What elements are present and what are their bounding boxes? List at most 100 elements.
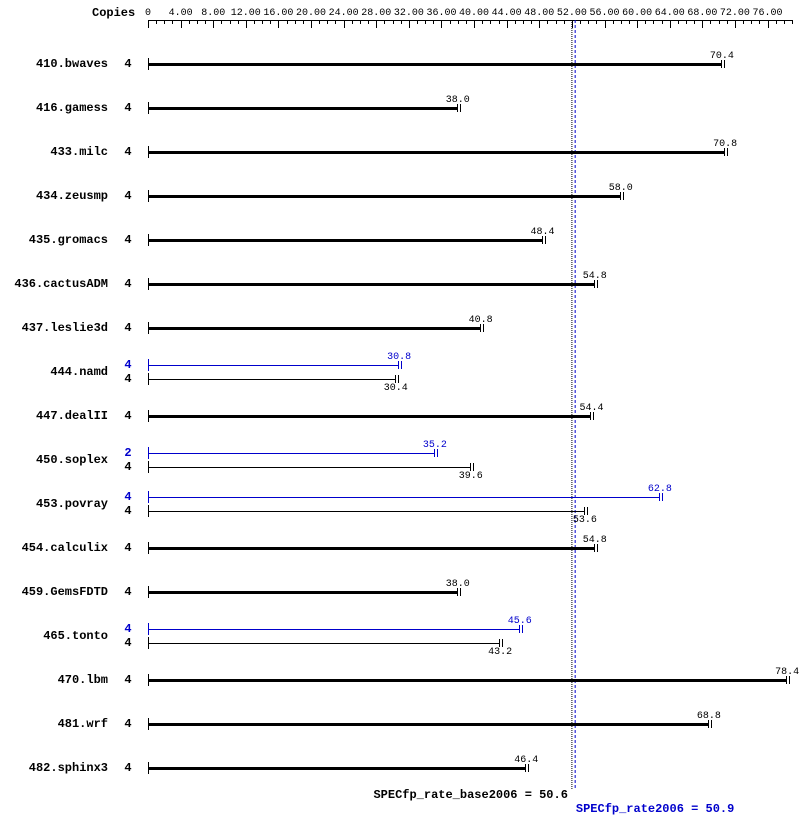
x-tick-major bbox=[474, 20, 475, 28]
x-tick-minor bbox=[287, 20, 288, 24]
bar-line bbox=[148, 497, 660, 498]
x-tick-minor bbox=[621, 20, 622, 24]
bar-value-label: 70.4 bbox=[710, 51, 734, 62]
x-tick-minor bbox=[499, 20, 500, 24]
x-tick-major bbox=[181, 20, 182, 28]
x-tick-minor bbox=[335, 20, 336, 24]
benchmark-label: 450.soplex bbox=[36, 453, 108, 467]
x-tick-major bbox=[409, 20, 410, 28]
x-tick-minor bbox=[784, 20, 785, 24]
copies-label: 4 bbox=[124, 622, 131, 636]
bar-end-tick bbox=[584, 507, 585, 515]
x-tick-minor bbox=[425, 20, 426, 24]
x-tick-minor bbox=[515, 20, 516, 24]
x-tick-label: 20.00 bbox=[296, 8, 326, 19]
bar-value-label: 62.8 bbox=[648, 484, 672, 495]
x-tick-minor bbox=[172, 20, 173, 24]
bar-line bbox=[148, 767, 526, 770]
bar-value-label: 70.8 bbox=[713, 139, 737, 150]
copies-label: 4 bbox=[124, 585, 131, 599]
bar-end-tick bbox=[499, 639, 500, 647]
x-tick-label: 64.00 bbox=[655, 8, 685, 19]
copies-label: 4 bbox=[124, 490, 131, 504]
copies-label: 4 bbox=[124, 636, 131, 650]
x-tick-minor bbox=[694, 20, 695, 24]
x-tick-minor bbox=[710, 20, 711, 24]
bar-value-label: 58.0 bbox=[609, 183, 633, 194]
x-tick-label: 68.00 bbox=[687, 8, 717, 19]
x-tick-minor bbox=[588, 20, 589, 24]
copies-label: 4 bbox=[124, 101, 131, 115]
x-tick-minor bbox=[531, 20, 532, 24]
x-tick-minor bbox=[662, 20, 663, 24]
bar-line bbox=[148, 63, 722, 66]
bar-line bbox=[148, 547, 595, 550]
copies-label: 4 bbox=[124, 673, 131, 687]
benchmark-label: 444.namd bbox=[50, 365, 108, 379]
x-tick-minor bbox=[653, 20, 654, 24]
x-tick-major bbox=[246, 20, 247, 28]
copies-label: 4 bbox=[124, 761, 131, 775]
x-tick-minor bbox=[523, 20, 524, 24]
x-tick-minor bbox=[556, 20, 557, 24]
x-tick-label: 28.00 bbox=[361, 8, 391, 19]
bar-line bbox=[148, 723, 709, 726]
x-tick-minor bbox=[384, 20, 385, 24]
bar-value-label: 43.2 bbox=[488, 647, 512, 658]
bar-value-label: 54.8 bbox=[583, 271, 607, 282]
bar-line bbox=[148, 195, 621, 198]
x-tick-minor bbox=[417, 20, 418, 24]
x-tick-minor bbox=[547, 20, 548, 24]
x-tick-major bbox=[735, 20, 736, 28]
x-tick-minor bbox=[368, 20, 369, 24]
x-tick-major bbox=[148, 20, 149, 28]
x-tick-label: 52.00 bbox=[557, 8, 587, 19]
bar-value-label: 45.6 bbox=[508, 616, 532, 627]
copies-label: 4 bbox=[124, 277, 131, 291]
bar-value-label: 53.6 bbox=[573, 515, 597, 526]
x-tick-major bbox=[768, 20, 769, 28]
bar-end-tick bbox=[473, 463, 474, 471]
copies-label: 4 bbox=[124, 409, 131, 423]
bar-value-label: 30.8 bbox=[387, 352, 411, 363]
bar-line bbox=[148, 467, 471, 468]
summary-label: SPECfp_rate2006 = 50.9 bbox=[576, 802, 734, 816]
x-tick-major bbox=[539, 20, 540, 28]
x-tick-minor bbox=[205, 20, 206, 24]
x-tick-major bbox=[278, 20, 279, 28]
x-tick-label: 32.00 bbox=[394, 8, 424, 19]
x-tick-minor bbox=[197, 20, 198, 24]
copies-label: 4 bbox=[124, 233, 131, 247]
x-tick-minor bbox=[189, 20, 190, 24]
x-tick-label: 0 bbox=[145, 8, 151, 19]
x-tick-minor bbox=[564, 20, 565, 24]
x-tick-label: 56.00 bbox=[589, 8, 619, 19]
benchmark-label: 470.lbm bbox=[58, 673, 108, 687]
copies-label: 4 bbox=[124, 717, 131, 731]
benchmark-label: 437.leslie3d bbox=[22, 321, 108, 335]
x-tick-minor bbox=[230, 20, 231, 24]
bar-line bbox=[148, 629, 520, 630]
benchmark-label: 433.milc bbox=[50, 145, 108, 159]
bar-value-label: 30.4 bbox=[384, 383, 408, 394]
copies-label: 4 bbox=[124, 504, 131, 518]
copies-label: 4 bbox=[124, 372, 131, 386]
x-tick-major bbox=[213, 20, 214, 28]
x-tick-minor bbox=[743, 20, 744, 24]
bar-end-tick bbox=[470, 463, 471, 471]
copies-label: 4 bbox=[124, 460, 131, 474]
bar-line bbox=[148, 283, 595, 286]
x-tick-label: 40.00 bbox=[459, 8, 489, 19]
x-tick-minor bbox=[327, 20, 328, 24]
benchmark-label: 434.zeusmp bbox=[36, 189, 108, 203]
x-tick-minor bbox=[270, 20, 271, 24]
benchmark-label: 481.wrf bbox=[58, 717, 108, 731]
x-tick-minor bbox=[678, 20, 679, 24]
copies-label: 4 bbox=[124, 189, 131, 203]
x-tick-minor bbox=[727, 20, 728, 24]
x-tick-minor bbox=[482, 20, 483, 24]
x-tick-minor bbox=[262, 20, 263, 24]
x-tick-minor bbox=[164, 20, 165, 24]
bar-line bbox=[148, 679, 787, 682]
benchmark-label: 410.bwaves bbox=[36, 57, 108, 71]
